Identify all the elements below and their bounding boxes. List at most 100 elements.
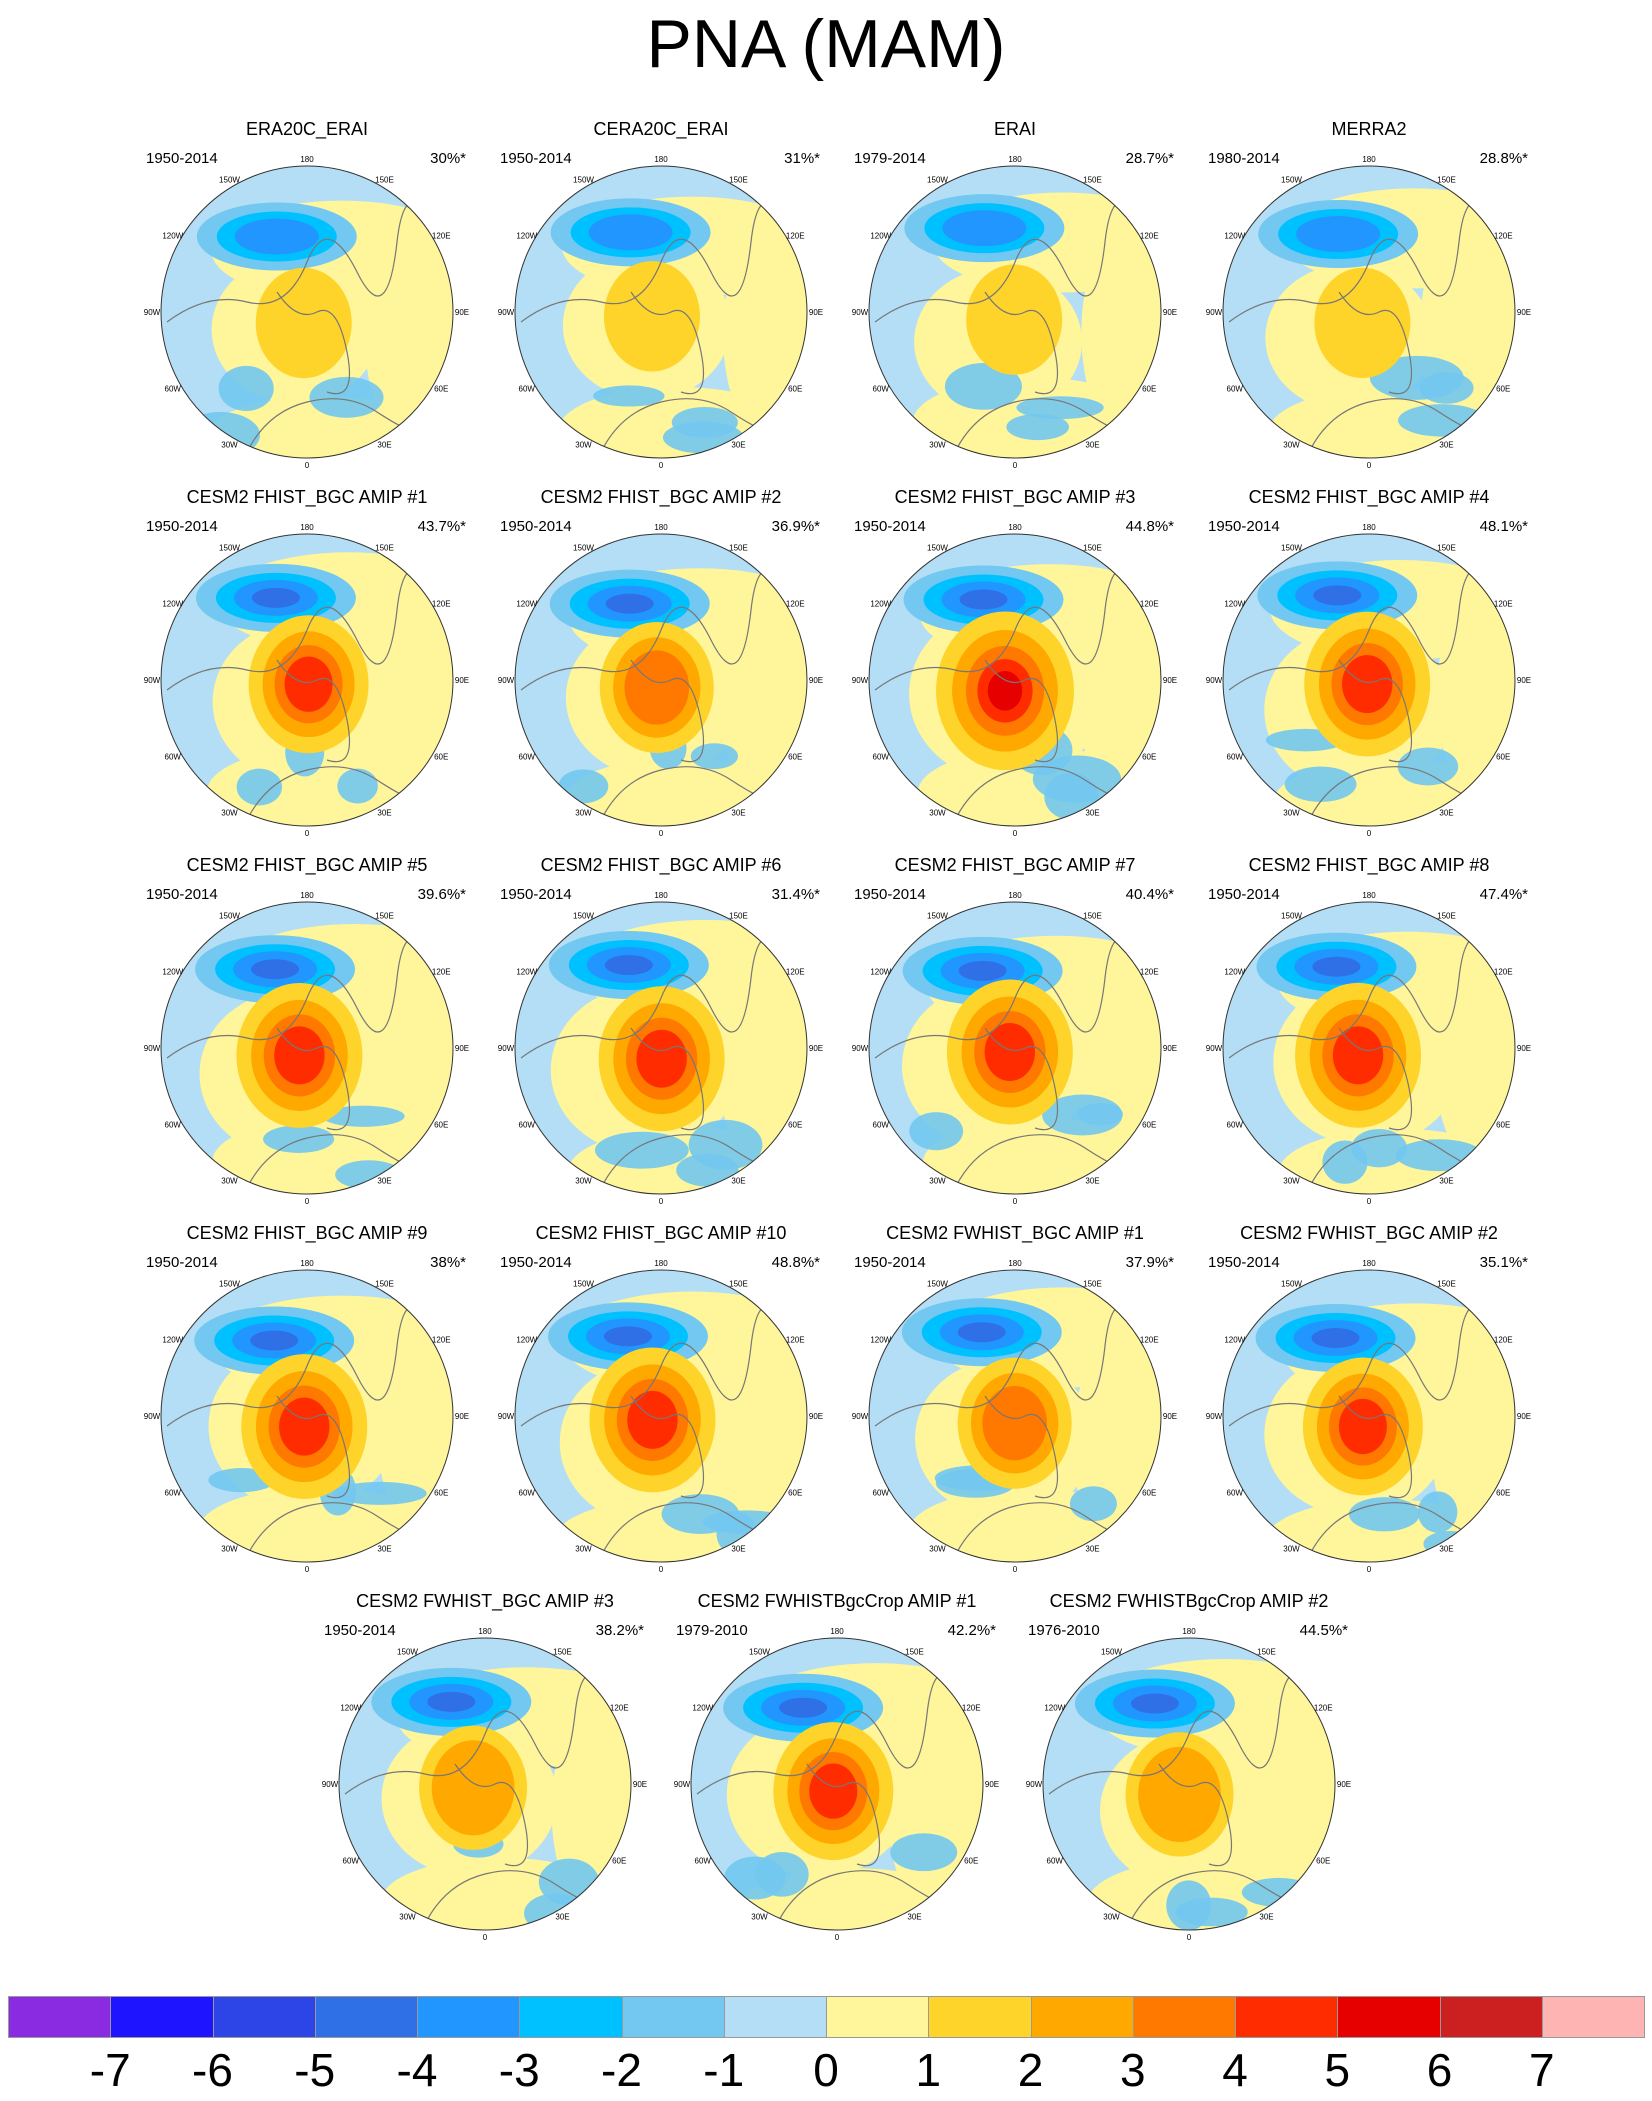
longitude-label: 30W — [399, 1913, 416, 1922]
map-panel: CESM2 FWHISTBgcCrop AMIP #2 1976-2010 44.5… — [1012, 1590, 1366, 1940]
longitude-label: 120W — [516, 232, 537, 241]
longitude-label: 30W — [1283, 809, 1300, 818]
panel-title: CESM2 FHIST_BGC AMIP #2 — [540, 487, 782, 507]
map-boundary — [690, 1637, 984, 1931]
longitude-label: 150W — [1281, 543, 1302, 552]
panel-period: 1950-2014 — [146, 1254, 218, 1271]
positive-anomaly-contour — [255, 267, 352, 379]
longitude-label: 120W — [162, 600, 183, 609]
map-boundary — [868, 165, 1162, 459]
negative-anomaly-region — [594, 1131, 689, 1169]
longitude-label: 90E — [809, 676, 823, 685]
longitude-label: 150W — [749, 1647, 770, 1656]
colorbar-tick-label: 2 — [1017, 2044, 1044, 2096]
longitude-label: 150W — [927, 543, 948, 552]
map-panel: CESM2 FHIST_BGC AMIP #10 1950-2014 48.8%* 1… — [484, 1222, 838, 1572]
colorbar-swatch — [314, 1996, 418, 2038]
longitude-label: 120E — [1140, 600, 1159, 609]
longitude-label: 90W — [144, 1044, 161, 1053]
longitude-label: 90W — [852, 308, 869, 317]
map-panel: MERRA2 1980-2014 28.8%* 180 150E 120E 90E 60E 30… — [1192, 118, 1546, 468]
map-boundary — [514, 901, 808, 1195]
panel-variance-percent: 28.7%* — [1125, 150, 1174, 167]
polar-map: 180 150E 120E 90E 60E 30E 0 30W 60W 90W 120W 150W — [1026, 1627, 1351, 1940]
map-boundary — [868, 533, 1162, 827]
negative-anomaly-contour — [605, 593, 654, 614]
polar-map: 180 150E 120E 90E 60E 30E 0 30W 60W 90W 120W 150W — [144, 155, 469, 468]
longitude-label: 0 — [305, 829, 310, 836]
longitude-label: 90W — [498, 1044, 515, 1053]
longitude-label: 60W — [873, 1121, 890, 1130]
negative-anomaly-contour — [1296, 216, 1381, 253]
map-boundary — [868, 1269, 1162, 1563]
longitude-label: 90E — [1517, 676, 1531, 685]
negative-anomaly-region — [1284, 766, 1357, 802]
negative-anomaly-contour — [427, 1691, 476, 1712]
map-panel: CESM2 FHIST_BGC AMIP #9 1950-2014 38%* 180 1… — [130, 1222, 484, 1572]
longitude-label: 180 — [654, 1259, 668, 1268]
longitude-label: 90E — [1163, 1044, 1177, 1053]
panel-period: 1950-2014 — [854, 518, 926, 535]
positive-anomaly-contour — [966, 264, 1063, 375]
figure-title: PNA (MAM) — [646, 6, 1006, 82]
longitude-label: 120W — [516, 1336, 537, 1345]
longitude-label: 30E — [1259, 1913, 1273, 1922]
longitude-label: 120W — [1224, 1336, 1245, 1345]
longitude-label: 30W — [575, 809, 592, 818]
longitude-label: 30W — [1283, 441, 1300, 450]
longitude-label: 30W — [221, 1177, 238, 1186]
longitude-label: 90W — [498, 676, 515, 685]
colorbar-swatch — [1337, 1996, 1441, 2038]
longitude-label: 30W — [751, 1913, 768, 1922]
panel-title: CESM2 FHIST_BGC AMIP #9 — [186, 1223, 428, 1243]
longitude-label: 120W — [1224, 232, 1245, 241]
longitude-label: 90W — [852, 1044, 869, 1053]
panel-period: 1950-2014 — [1208, 1254, 1280, 1271]
polar-map: 180 150E 120E 90E 60E 30E 0 30W 60W 90W 120W 150W — [1206, 891, 1531, 1204]
longitude-label: 90E — [809, 308, 823, 317]
colorbar-tick-label: 7 — [1528, 2044, 1555, 2096]
longitude-label: 0 — [659, 829, 664, 836]
longitude-label: 150W — [1101, 1647, 1122, 1656]
negative-anomaly-region — [1078, 1102, 1123, 1126]
longitude-label: 60E — [434, 753, 448, 762]
map-boundary — [1042, 1637, 1336, 1931]
negative-anomaly-contour — [779, 1697, 828, 1718]
map-boundary — [1222, 901, 1516, 1195]
positive-anomaly-contour — [636, 1029, 687, 1088]
longitude-label: 90W — [1026, 1780, 1043, 1789]
longitude-label: 30W — [575, 1545, 592, 1554]
longitude-label: 120E — [786, 968, 805, 977]
negative-anomaly-region — [724, 1856, 786, 1900]
negative-anomaly-region — [321, 1105, 405, 1127]
longitude-label: 150E — [729, 543, 748, 552]
polar-map: 180 150E 120E 90E 60E 30E 0 30W 60W 90W 120W 150W — [1206, 1259, 1531, 1572]
negative-anomaly-region — [1241, 1877, 1316, 1907]
panel-period: 1979-2014 — [854, 150, 926, 167]
longitude-label: 120E — [1494, 968, 1513, 977]
map-boundary — [1222, 165, 1516, 459]
map-panel: ERA20C_ERAI 1950-2014 30%* 180 150E 120E 90E 60… — [130, 118, 484, 468]
longitude-label: 120E — [962, 1704, 981, 1713]
longitude-label: 90W — [144, 308, 161, 317]
longitude-label: 120W — [870, 1336, 891, 1345]
longitude-label: 150E — [1257, 1647, 1276, 1656]
panel-period: 1950-2014 — [324, 1622, 396, 1639]
positive-anomaly-contour — [1338, 1398, 1387, 1455]
longitude-label: 30W — [575, 1177, 592, 1186]
longitude-label: 180 — [1008, 523, 1022, 532]
longitude-label: 150W — [927, 911, 948, 920]
longitude-label: 180 — [1362, 523, 1376, 532]
longitude-label: 0 — [305, 461, 310, 468]
longitude-label: 90E — [455, 1412, 469, 1421]
map-panel: CESM2 FHIST_BGC AMIP #2 1950-2014 36.9%* 18… — [484, 486, 838, 836]
negative-anomaly-region — [180, 411, 261, 458]
longitude-label: 90E — [809, 1044, 823, 1053]
panel-period: 1979-2010 — [676, 1622, 748, 1639]
colorbar-tick-label: 1 — [915, 2044, 942, 2096]
longitude-label: 90W — [1206, 1412, 1223, 1421]
longitude-label: 30E — [1439, 441, 1453, 450]
negative-anomaly-region — [909, 1112, 964, 1151]
longitude-label: 0 — [1367, 461, 1372, 468]
longitude-label: 60E — [1142, 385, 1156, 394]
